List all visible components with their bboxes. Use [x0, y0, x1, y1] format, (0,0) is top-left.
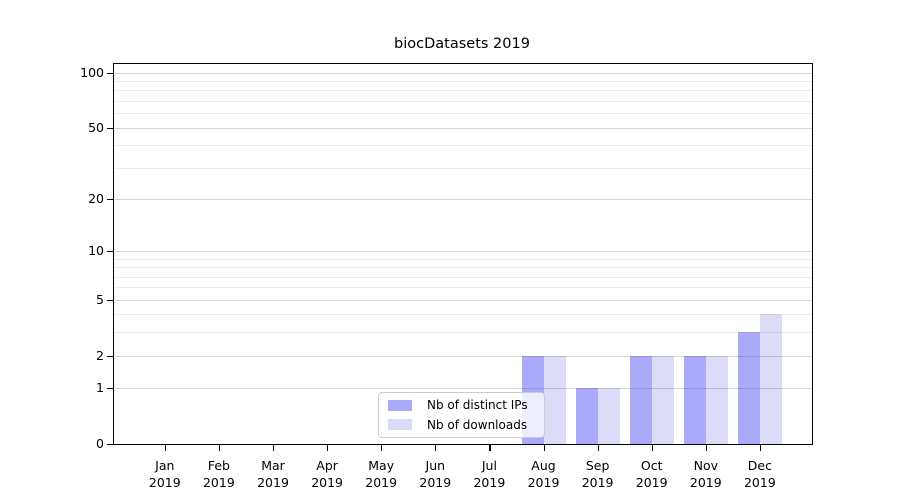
x-axis-tick-label: Dec 2019	[743, 458, 776, 490]
x-axis-tick	[489, 445, 491, 451]
minor-gridline	[114, 258, 812, 260]
legend-label-distinct-ips: Nb of distinct IPs	[427, 398, 528, 413]
bar-nb-of-downloads-dec	[759, 314, 782, 444]
y-axis-tick	[107, 72, 113, 74]
minor-gridline	[114, 276, 812, 278]
x-axis-tick-label: Jan 2019	[148, 458, 181, 490]
minor-gridline	[114, 314, 812, 316]
x-axis-tick	[705, 445, 707, 451]
x-axis-tick-label: Mar 2019	[257, 458, 289, 490]
x-axis-tick	[435, 445, 437, 451]
y-axis-tick	[107, 388, 113, 390]
y-axis-tick-label: 100	[80, 64, 104, 80]
plot-area: 0 1 2 5 10 20 50 100 Jan 2019 Feb 2019 Mar 2019 Apr…	[80, 63, 813, 490]
minor-gridline	[114, 167, 812, 169]
major-gridline	[114, 198, 812, 200]
x-axis-tick	[381, 445, 383, 451]
bar-nb-of-downloads-oct	[651, 355, 674, 444]
x-axis-tick-label: Jun 2019	[419, 458, 452, 490]
y-axis-tick-label: 50	[88, 119, 104, 135]
minor-gridline	[114, 145, 812, 147]
x-axis-tick-label: Nov 2019	[689, 458, 722, 490]
bar-nb-of-downloads-sep	[597, 388, 620, 444]
legend: Nb of distinct IPs Nb of downloads	[378, 392, 545, 438]
x-axis-tick	[218, 445, 221, 451]
x-axis-tick-label: Apr 2019	[311, 458, 343, 490]
bar-nb-of-distinct-ips-nov	[683, 355, 706, 444]
y-axis-tick	[107, 251, 113, 253]
minor-gridline	[114, 267, 812, 269]
minor-gridline	[114, 80, 812, 82]
y-axis-tick	[107, 444, 113, 446]
y-axis-tick-label: 20	[88, 190, 104, 206]
x-axis-tick-label: Aug 2019	[527, 458, 560, 490]
minor-gridline	[114, 332, 812, 334]
legend-swatch-distinct-ips-icon	[388, 399, 412, 411]
y-axis-tick-label: 0	[96, 436, 104, 451]
major-gridline	[114, 299, 812, 301]
x-axis-tick-label: Feb 2019	[202, 458, 235, 490]
x-axis-tick-label: May 2019	[365, 458, 398, 490]
minor-gridline	[114, 90, 812, 92]
legend-item-distinct-ips: Nb of distinct IPs	[388, 397, 535, 414]
major-gridline	[114, 72, 812, 74]
bar-nb-of-distinct-ips-dec	[737, 332, 760, 444]
x-axis-tick	[759, 445, 762, 451]
x-axis-tick-label: Jul 2019	[473, 458, 506, 490]
y-axis-tick	[107, 198, 113, 201]
x-axis-tick-label: Oct 2019	[635, 458, 668, 490]
y-axis-tick	[107, 127, 113, 129]
y-axis-tick	[107, 355, 113, 357]
legend-label-downloads: Nb of downloads	[427, 417, 528, 432]
major-gridline	[114, 127, 812, 129]
chart-title: biocDatasets 2019	[394, 36, 530, 52]
x-axis-tick-label: Sep 2019	[581, 458, 614, 490]
y-axis-tick	[107, 299, 113, 301]
x-axis-tick	[597, 445, 599, 451]
y-axis-tick-label: 5	[96, 291, 104, 307]
legend-item-downloads: Nb of downloads	[388, 417, 535, 434]
bar-nb-of-distinct-ips-oct	[629, 355, 652, 444]
minor-gridline	[114, 113, 812, 115]
x-axis-tick	[164, 445, 166, 451]
minor-gridline	[114, 100, 812, 102]
minor-gridline	[114, 287, 812, 289]
x-axis-tick	[273, 445, 275, 451]
y-axis-tick-label: 1	[96, 380, 104, 396]
x-axis-tick	[327, 445, 329, 451]
major-gridline	[114, 251, 812, 252]
bar-nb-of-downloads-aug	[543, 355, 566, 444]
bar-nb-of-downloads-nov	[705, 355, 728, 444]
x-axis-tick	[543, 445, 545, 451]
x-axis-tick	[651, 445, 653, 451]
bar-nb-of-distinct-ips-sep	[575, 388, 598, 444]
y-axis-tick-label: 10	[88, 243, 104, 258]
legend-swatch-downloads-icon	[388, 419, 412, 431]
y-axis-tick-label: 2	[96, 347, 104, 363]
